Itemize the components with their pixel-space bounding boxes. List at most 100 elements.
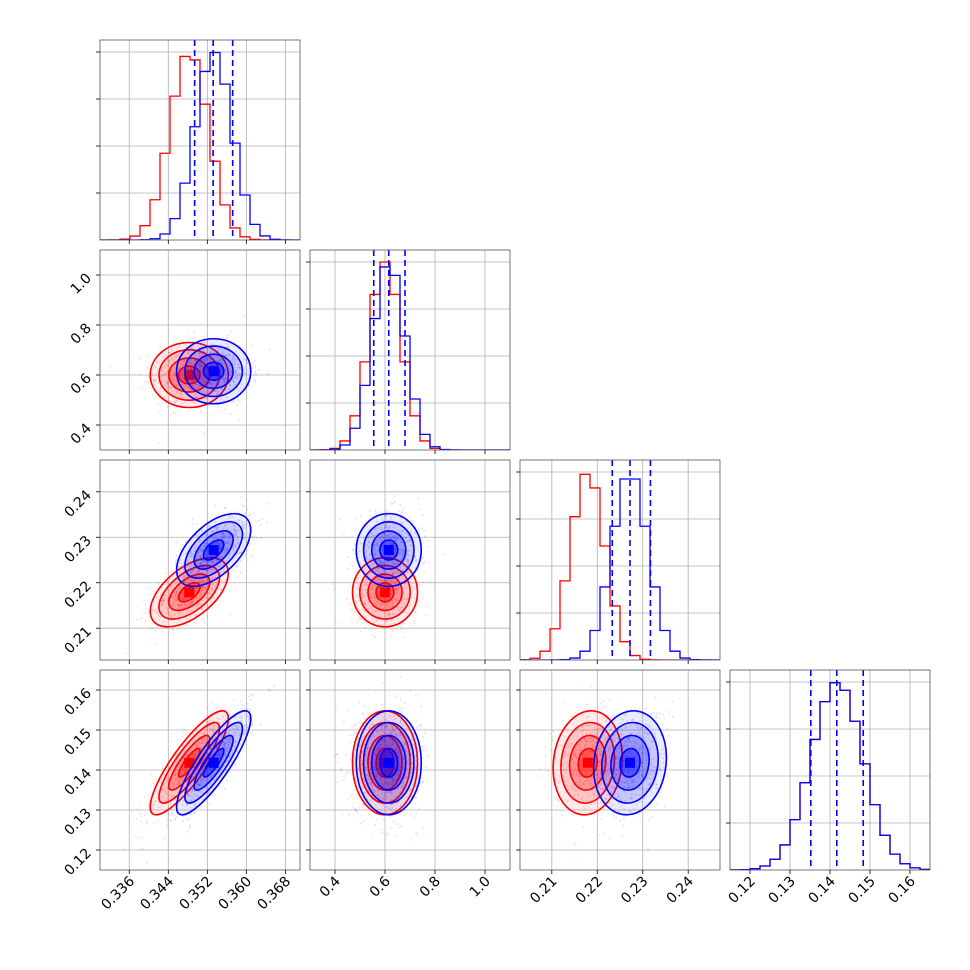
sample-point xyxy=(420,527,423,530)
sample-point xyxy=(246,508,249,511)
sample-point xyxy=(363,733,366,736)
sample-point xyxy=(188,817,191,820)
sample-point xyxy=(228,613,231,616)
sample-point xyxy=(387,557,390,560)
sample-point xyxy=(386,787,389,790)
sample-point xyxy=(396,776,399,779)
sample-point xyxy=(230,760,233,763)
sample-point xyxy=(381,682,384,685)
sample-point xyxy=(402,590,405,593)
sample-point xyxy=(188,361,191,364)
panel-content xyxy=(125,496,268,655)
sample-point xyxy=(376,763,379,766)
sample-point xyxy=(185,732,188,735)
sample-point xyxy=(197,352,200,355)
sample-point xyxy=(147,380,150,383)
sample-point xyxy=(190,769,193,772)
sample-point xyxy=(393,548,396,551)
sample-point xyxy=(396,589,399,592)
sample-point xyxy=(191,553,194,556)
sample-point xyxy=(361,592,364,595)
sample-point xyxy=(157,582,160,585)
sample-point xyxy=(178,603,181,606)
sample-point xyxy=(216,359,219,362)
sample-point xyxy=(206,368,209,371)
sample-point xyxy=(181,577,184,580)
sample-point xyxy=(402,563,405,566)
sample-point xyxy=(206,374,209,377)
sample-point xyxy=(190,795,193,798)
sample-point xyxy=(192,798,195,801)
sample-point xyxy=(174,400,177,403)
sample-point xyxy=(168,794,171,797)
sample-point xyxy=(199,579,202,582)
sample-point xyxy=(209,560,212,563)
sample-point xyxy=(191,376,194,379)
sample-point xyxy=(405,746,408,749)
sample-point xyxy=(211,582,214,585)
sample-point xyxy=(191,341,194,344)
sample-point xyxy=(398,764,401,767)
sample-point xyxy=(190,800,193,803)
sample-point xyxy=(170,802,173,805)
sample-point xyxy=(389,769,392,772)
sample-point xyxy=(401,554,404,557)
sample-point xyxy=(220,367,223,370)
sample-point xyxy=(390,732,393,735)
sample-point xyxy=(390,783,393,786)
sample-point xyxy=(241,706,244,709)
sample-point xyxy=(385,525,388,528)
sample-point xyxy=(180,393,183,396)
sample-point xyxy=(394,732,397,735)
sample-point xyxy=(207,596,210,599)
sample-point xyxy=(406,560,409,563)
sample-point xyxy=(244,553,247,556)
sample-point xyxy=(165,824,168,827)
sample-point xyxy=(162,598,165,601)
sample-point xyxy=(185,604,188,607)
sample-point xyxy=(225,769,228,772)
sample-point xyxy=(194,392,197,395)
sample-point xyxy=(181,778,184,781)
sample-point xyxy=(158,442,161,445)
sample-point xyxy=(194,568,197,571)
sample-point xyxy=(388,556,391,559)
sample-point xyxy=(427,562,430,565)
sample-point xyxy=(397,578,400,581)
sample-point xyxy=(147,802,150,805)
sample-point xyxy=(395,732,398,735)
sample-point xyxy=(391,629,394,632)
sample-point xyxy=(161,375,164,378)
sample-point xyxy=(182,568,185,571)
sample-point xyxy=(379,746,382,749)
sample-point xyxy=(388,612,391,615)
sample-point xyxy=(381,568,384,571)
sample-point xyxy=(169,820,172,823)
sample-point xyxy=(220,387,223,390)
sample-point xyxy=(381,738,384,741)
sample-point xyxy=(207,381,210,384)
sample-point xyxy=(189,615,192,618)
sample-point xyxy=(163,774,166,777)
sample-point xyxy=(219,755,222,758)
sample-point xyxy=(183,570,186,573)
sample-point xyxy=(224,506,227,509)
sample-point xyxy=(397,752,400,755)
sample-point xyxy=(345,773,348,776)
panel-p1-p1 xyxy=(306,249,511,454)
sample-point xyxy=(200,777,203,780)
sample-point xyxy=(188,826,191,829)
sample-point xyxy=(394,767,397,770)
sample-point xyxy=(184,755,187,758)
sample-point xyxy=(194,785,197,788)
sample-point xyxy=(144,611,147,614)
sample-point xyxy=(214,562,217,565)
sample-point xyxy=(227,535,230,538)
sample-point xyxy=(199,548,202,551)
sample-point xyxy=(393,547,396,550)
sample-point xyxy=(389,803,392,806)
sample-point xyxy=(235,369,238,372)
sample-point xyxy=(191,568,194,571)
sample-point xyxy=(378,586,381,589)
sample-point xyxy=(238,366,241,369)
